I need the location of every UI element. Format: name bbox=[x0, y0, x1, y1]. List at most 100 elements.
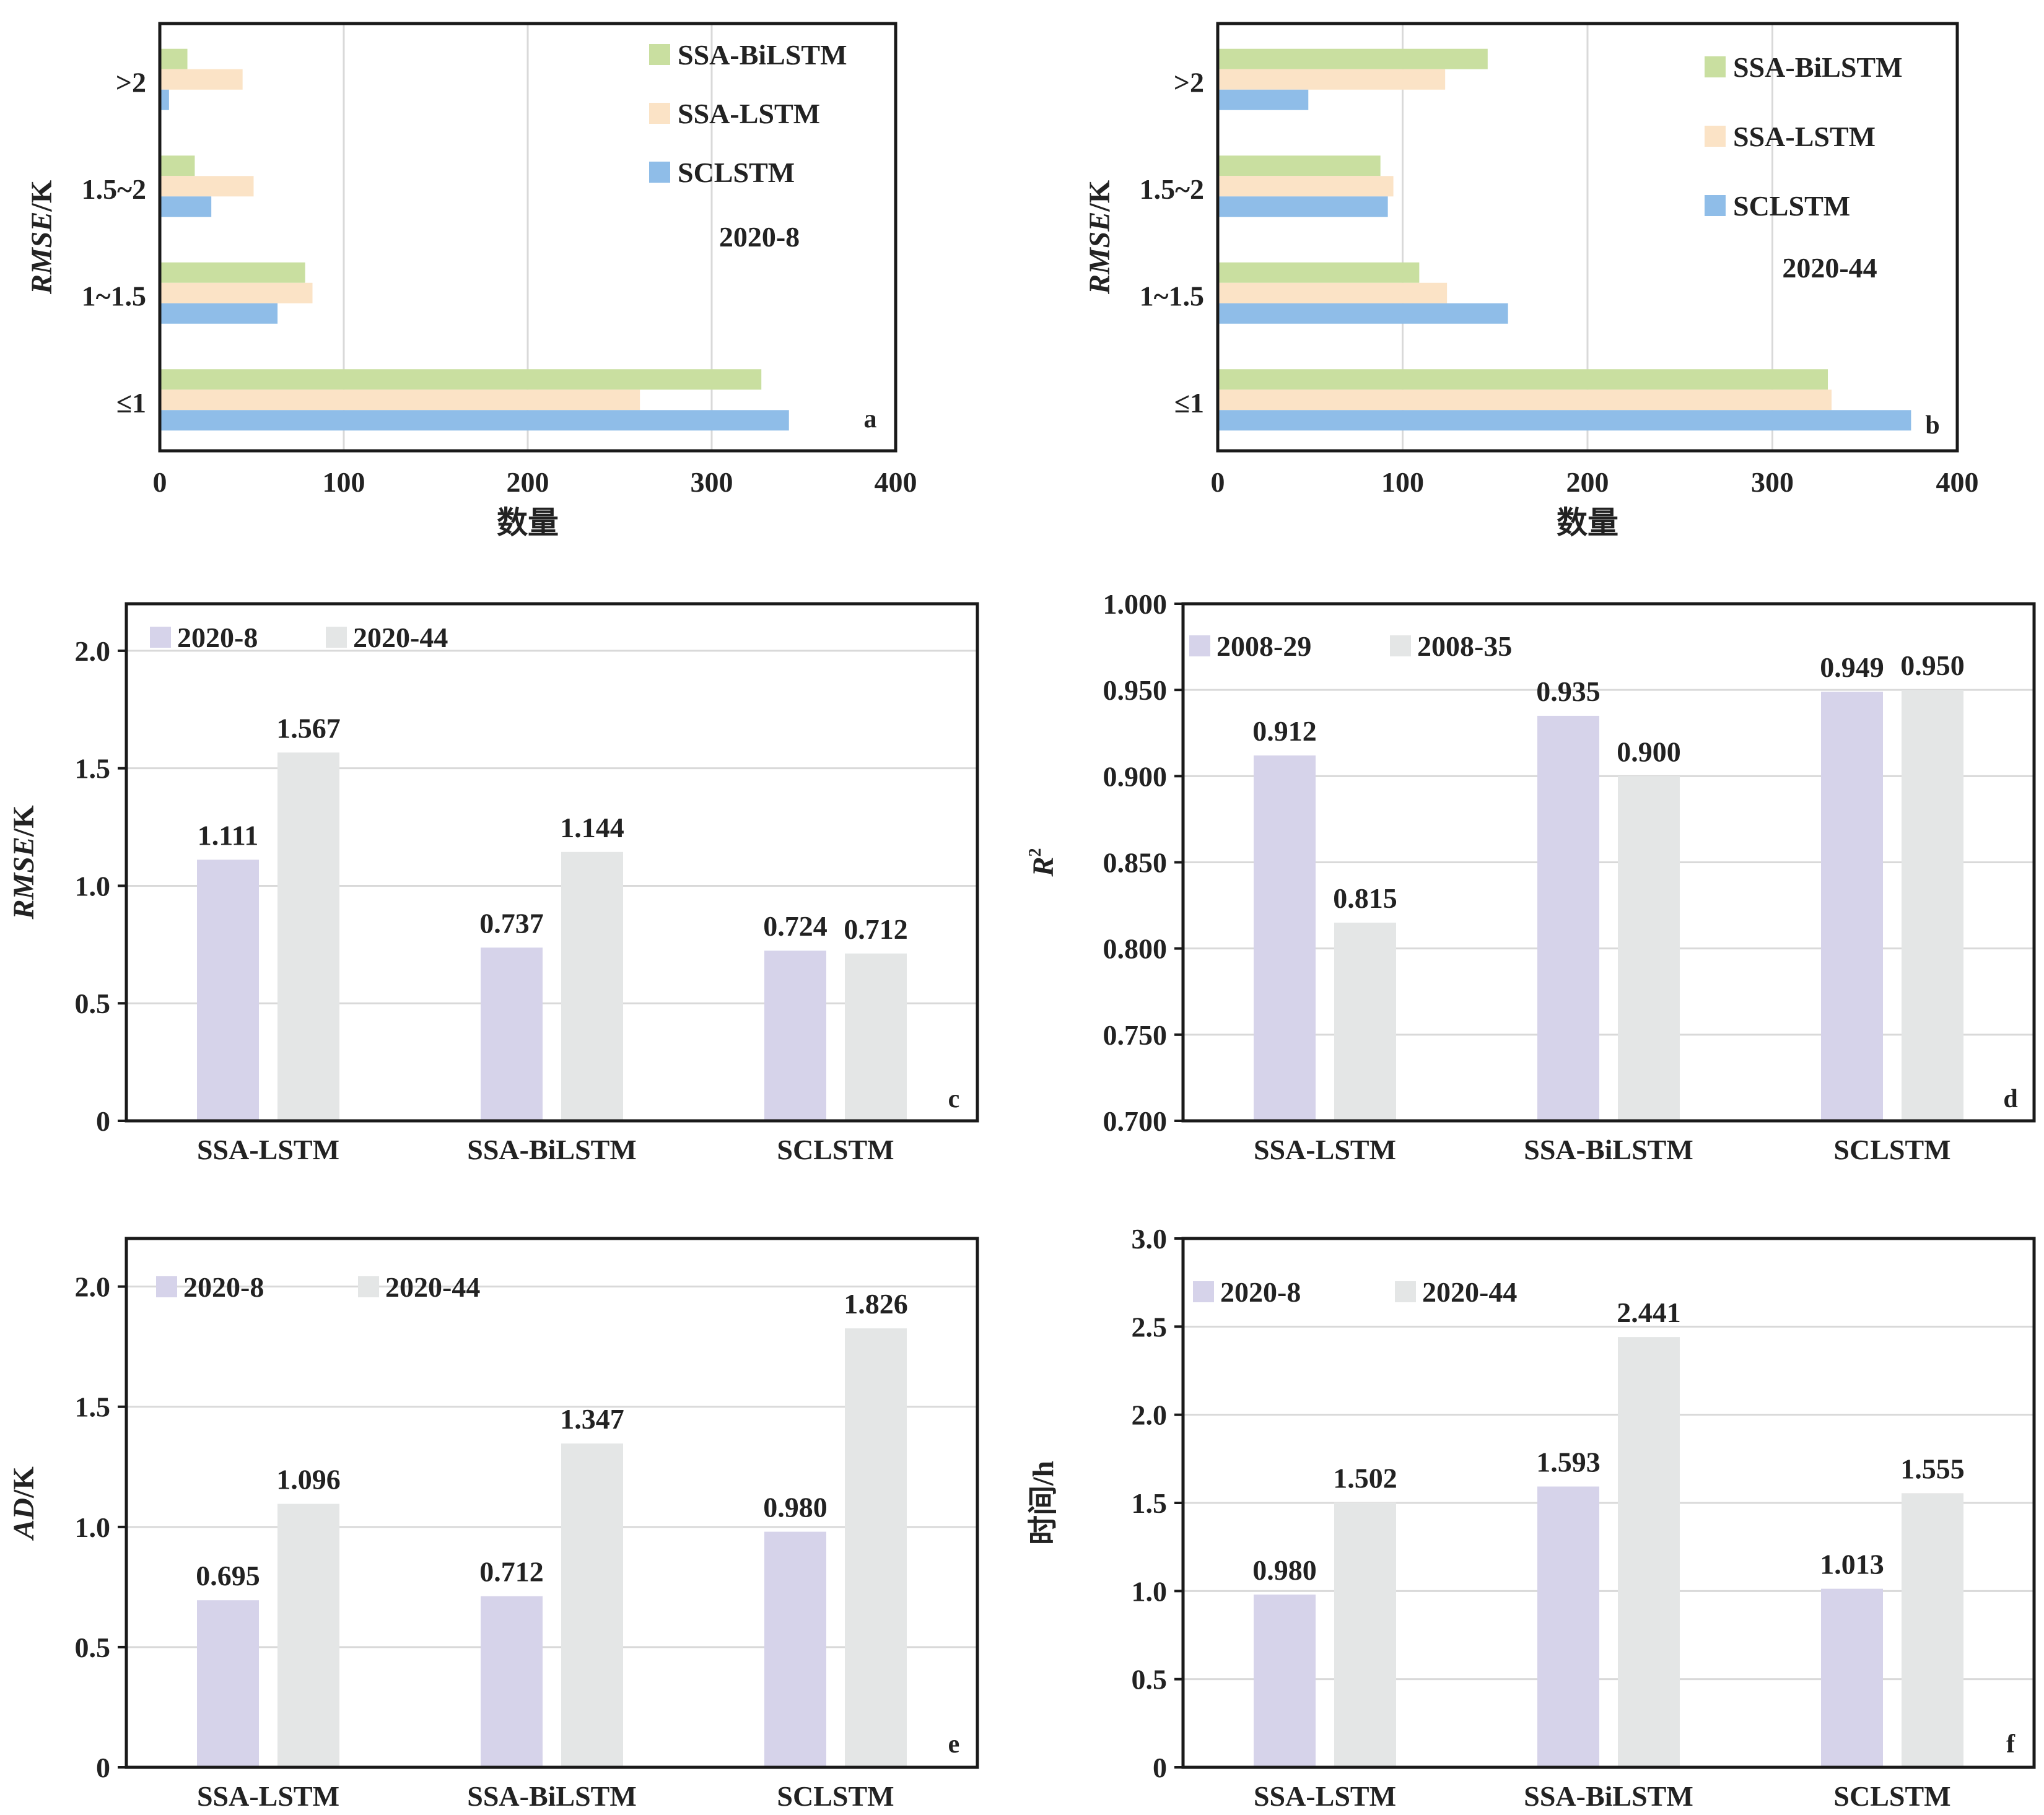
y-tick-label: 0.800 bbox=[1103, 933, 1168, 965]
data-label: 1.013 bbox=[1820, 1549, 1884, 1580]
data-label: 0.737 bbox=[479, 907, 544, 939]
panel-letter: e bbox=[948, 1730, 960, 1759]
x-tick-label: SSA-LSTM bbox=[1254, 1780, 1396, 1812]
y-tick-label: 0.900 bbox=[1103, 760, 1168, 792]
bar bbox=[1537, 715, 1599, 1121]
y-tick-label: 1.5~2 bbox=[82, 173, 146, 205]
y-tick-label: 1~1.5 bbox=[82, 280, 146, 311]
data-label: 1.111 bbox=[198, 819, 258, 851]
bar bbox=[1218, 155, 1381, 176]
data-label: 1.347 bbox=[560, 1403, 624, 1435]
chart-b: ≤1 1~1.5 1.5~2 >2 0 100 200 300 400 数量 RMSE/K SSA-B… bbox=[1083, 22, 1979, 540]
legend-label: SCLSTM bbox=[678, 157, 795, 188]
data-label: 1.144 bbox=[560, 812, 624, 843]
bar bbox=[160, 89, 169, 110]
y-tick-label: >2 bbox=[1174, 66, 1204, 98]
x-tick-label: 400 bbox=[1936, 466, 1979, 498]
x-tick-label: SCLSTM bbox=[777, 1134, 894, 1165]
y-axis-label-var: R bbox=[1027, 856, 1060, 877]
bar bbox=[561, 851, 623, 1121]
plot-frame bbox=[124, 1237, 979, 1769]
x-tick-label: SCLSTM bbox=[777, 1780, 894, 1812]
legend-swatch bbox=[326, 627, 347, 648]
legend-swatch bbox=[1390, 635, 1411, 656]
y-tick-label: 0.850 bbox=[1103, 847, 1168, 879]
legend-swatch bbox=[649, 44, 670, 65]
chart-e: 0.695 1.096 SSA-LSTM 0.712 1.347 SSA-BiLSTM 0.… bbox=[7, 1237, 979, 1812]
y-tick-label: >2 bbox=[116, 66, 146, 98]
bar bbox=[197, 860, 259, 1121]
legend-swatch bbox=[1193, 1281, 1214, 1302]
y-tick-label: 2.5 bbox=[1132, 1311, 1168, 1343]
legend-label: SSA-BiLSTM bbox=[678, 39, 847, 71]
y-tick-label: 0.700 bbox=[1103, 1105, 1168, 1137]
legend-label: 2020-8 bbox=[183, 1271, 264, 1303]
y-axis-label: AD/K bbox=[7, 1466, 40, 1541]
bar bbox=[160, 69, 243, 90]
bar bbox=[1821, 1588, 1883, 1767]
bar bbox=[1537, 1486, 1599, 1767]
legend-label: 2020-8 bbox=[1220, 1276, 1301, 1308]
y-tick-label: 1.0 bbox=[1132, 1575, 1168, 1607]
legend-label: 2008-29 bbox=[1216, 630, 1311, 662]
x-tick-label: SCLSTM bbox=[1833, 1134, 1950, 1165]
x-axis-label: 数量 bbox=[1557, 505, 1618, 540]
bar bbox=[1218, 410, 1911, 431]
bar bbox=[1334, 1502, 1396, 1767]
y-axis-label-var: RMSE bbox=[1083, 212, 1116, 295]
y-tick-label: 2.0 bbox=[75, 1271, 111, 1303]
data-label: 2.441 bbox=[1617, 1297, 1681, 1328]
bar bbox=[845, 1328, 907, 1767]
legend-swatch bbox=[1705, 195, 1726, 216]
y-axis-label-unit: /K bbox=[1083, 180, 1116, 212]
x-tick-label: SSA-BiLSTM bbox=[1524, 1780, 1693, 1812]
legend-label: 2020-44 bbox=[1422, 1276, 1517, 1308]
annotation-label: 2020-44 bbox=[1782, 252, 1877, 284]
bar bbox=[160, 390, 640, 411]
bar bbox=[160, 155, 195, 176]
panel-letter: f bbox=[2006, 1730, 2016, 1759]
legend-swatch bbox=[358, 1276, 379, 1297]
chart-a: ≤1 1~1.5 1.5~2 >2 0 100 200 300 400 数量 RMSE/K SSA-B… bbox=[25, 22, 917, 540]
bar bbox=[277, 1504, 339, 1767]
bar bbox=[160, 303, 278, 324]
y-axis-label-var: RMSE bbox=[25, 212, 58, 295]
y-axis-label: R2 bbox=[1026, 848, 1060, 877]
legend-label: 2020-44 bbox=[353, 622, 448, 653]
bar bbox=[160, 410, 789, 431]
bar bbox=[277, 752, 339, 1121]
bar bbox=[160, 196, 212, 217]
legend-swatch bbox=[1395, 1281, 1416, 1302]
bar bbox=[481, 947, 543, 1121]
bar bbox=[1218, 89, 1309, 110]
y-axis-label-text: 时间/h bbox=[1027, 1461, 1060, 1545]
y-axis-label-unit: /K bbox=[7, 805, 40, 837]
x-tick-label: 300 bbox=[1751, 466, 1794, 498]
bar bbox=[764, 1531, 826, 1767]
panel-letter: b bbox=[1925, 411, 1939, 440]
bar bbox=[1618, 1337, 1680, 1767]
data-label: 0.949 bbox=[1820, 651, 1884, 683]
bar bbox=[1218, 262, 1420, 283]
chart-f: 0.980 1.502 SSA-LSTM 1.593 2.441 SSA-BiLSTM 1.… bbox=[1027, 1223, 2036, 1812]
data-label: 1.826 bbox=[844, 1288, 908, 1320]
x-tick-label: 400 bbox=[875, 466, 917, 498]
y-tick-label: 0.750 bbox=[1103, 1019, 1168, 1051]
legend-label: SSA-BiLSTM bbox=[1733, 51, 1903, 83]
x-tick-label: 200 bbox=[1566, 466, 1609, 498]
bar bbox=[160, 176, 254, 197]
y-tick-label: 0 bbox=[1153, 1752, 1167, 1783]
legend-swatch bbox=[156, 1276, 177, 1297]
bar bbox=[1218, 282, 1448, 303]
y-axis-label-superscript: 2 bbox=[1026, 848, 1045, 856]
data-label: 1.593 bbox=[1536, 1447, 1601, 1478]
y-tick-label: 2.0 bbox=[1132, 1399, 1168, 1431]
plot-frame bbox=[158, 22, 898, 453]
x-tick-label: 0 bbox=[1211, 466, 1225, 498]
bar bbox=[845, 953, 907, 1121]
y-tick-label: 1.5 bbox=[75, 1391, 111, 1423]
bar bbox=[1218, 176, 1394, 197]
bar bbox=[1902, 1493, 1963, 1767]
y-tick-label: 3.0 bbox=[1132, 1223, 1168, 1255]
